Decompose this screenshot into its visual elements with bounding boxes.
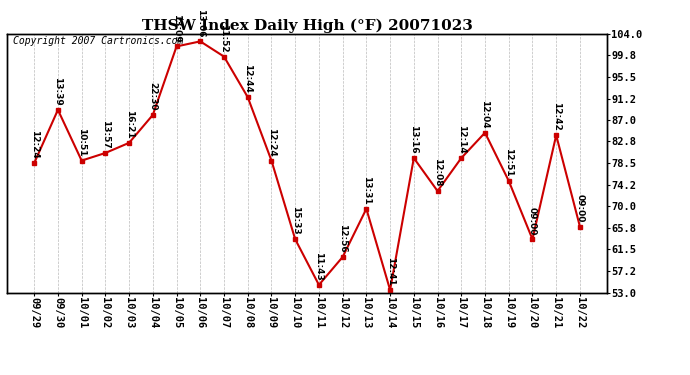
Text: 12:56: 12:56	[338, 224, 347, 253]
Text: 13:57: 13:57	[101, 120, 110, 149]
Text: 09:00: 09:00	[528, 207, 537, 235]
Text: 12:24: 12:24	[30, 130, 39, 159]
Text: 12:04: 12:04	[480, 100, 489, 129]
Text: 10:51: 10:51	[77, 128, 86, 156]
Text: 12:24: 12:24	[267, 128, 276, 156]
Text: 12:51: 12:51	[504, 148, 513, 177]
Text: 12:42: 12:42	[552, 102, 561, 131]
Text: 13:09: 13:09	[172, 13, 181, 42]
Text: 12:44: 12:44	[244, 64, 253, 93]
Text: 11:52: 11:52	[219, 24, 228, 52]
Text: 15:33: 15:33	[290, 206, 299, 235]
Text: 13:06: 13:06	[196, 9, 205, 37]
Text: 13:39: 13:39	[53, 77, 62, 106]
Text: 12:08: 12:08	[433, 158, 442, 187]
Text: 13:16: 13:16	[409, 125, 418, 154]
Text: 16:21: 16:21	[125, 110, 134, 139]
Title: THSW Index Daily High (°F) 20071023: THSW Index Daily High (°F) 20071023	[141, 18, 473, 33]
Text: Copyright 2007 Cartronics.com: Copyright 2007 Cartronics.com	[13, 36, 184, 46]
Text: 13:31: 13:31	[362, 176, 371, 205]
Text: 12:14: 12:14	[457, 125, 466, 154]
Text: 22:30: 22:30	[148, 82, 157, 111]
Text: 09:00: 09:00	[575, 194, 584, 222]
Text: 12:41: 12:41	[386, 257, 395, 286]
Text: 11:43: 11:43	[315, 252, 324, 281]
